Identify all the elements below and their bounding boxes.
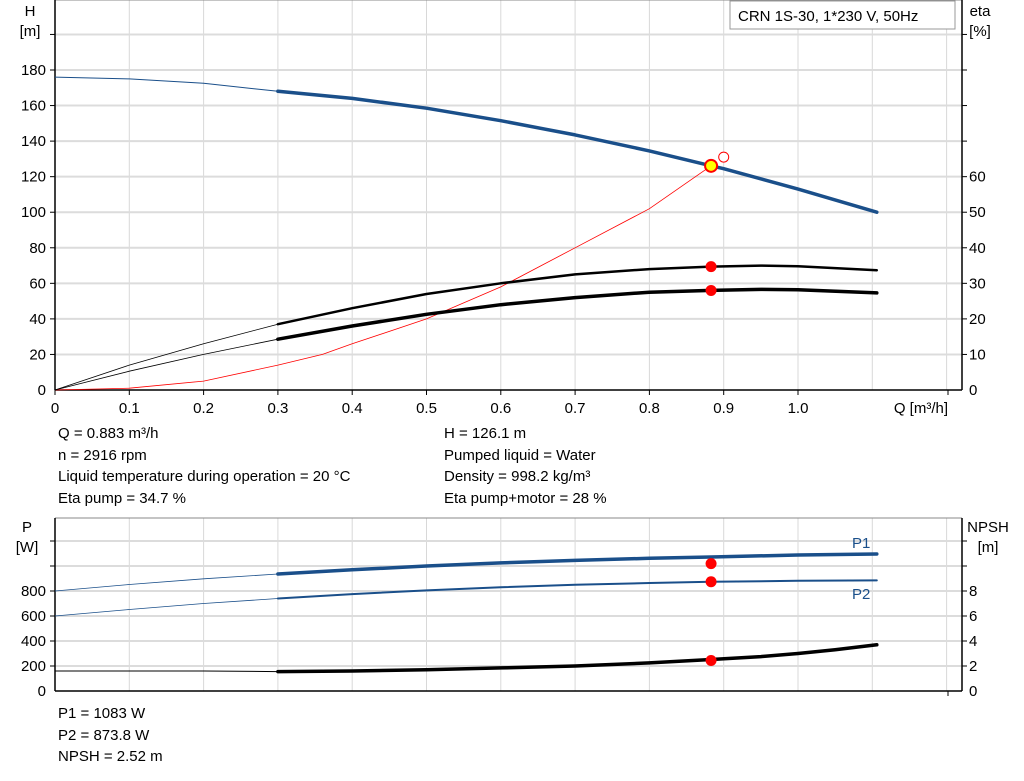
- top-chart-y-tick-label: 160: [21, 98, 46, 115]
- info-npsh: NPSH = 2.52 m: [58, 748, 163, 765]
- y-axis-unit: [m]: [20, 23, 41, 40]
- x-tick-label: 0.8: [639, 400, 660, 417]
- info-speed: n = 2916 rpm: [58, 446, 147, 464]
- x-tick-label: 0.4: [342, 400, 363, 417]
- npsh-duty-marker: [705, 655, 717, 666]
- x-tick-label: 0.6: [490, 400, 511, 417]
- system-curve: [54, 165, 712, 391]
- info-head: H = 126.1 m: [444, 425, 527, 442]
- x-tick-label: 0.5: [416, 400, 437, 417]
- top-chart-y2-tick-label: 20: [969, 311, 986, 328]
- npsh-axis-label: NPSH: [967, 519, 1009, 536]
- info-p2: P2 = 873.8 W: [58, 726, 150, 744]
- bottom-chart-y2-tick-label: 6: [969, 608, 977, 625]
- info-p1: P1 = 1083 W: [58, 705, 146, 722]
- x-axis-label: Q [m³/h]: [894, 400, 948, 417]
- eta-pump-curve: [276, 264, 879, 326]
- head-curve: [276, 89, 879, 214]
- info-bottom: P1 = 1083 W P2 = 873.8 W NPSH = 2.52 m: [58, 703, 163, 768]
- npsh-axis-unit: [m]: [978, 539, 999, 556]
- top-chart-y2-tick-label: 60: [969, 169, 986, 186]
- npsh-curve-thin: [55, 670, 278, 673]
- eta-pump-duty-marker: [705, 261, 717, 273]
- chart-title: CRN 1S-30, 1*230 V, 50Hz: [738, 8, 918, 25]
- eta-pump-motor-curve-thin: [54, 338, 278, 391]
- info-eta-pump: Eta pump = 34.7 %: [58, 489, 186, 507]
- p1-curve-thin: [54, 573, 278, 592]
- info-pumped-liquid: Pumped liquid = Water: [444, 446, 596, 464]
- info-eta-pump-motor: Eta pump+motor = 28 %: [444, 489, 607, 507]
- x-tick-label: 0.3: [267, 400, 288, 417]
- p1-duty-marker: [705, 558, 717, 570]
- head-curve-thin: [54, 76, 278, 92]
- x-tick-label: 0.2: [193, 400, 214, 417]
- top-chart-y-tick-label: 120: [21, 169, 46, 186]
- p-axis-unit: [W]: [16, 539, 39, 556]
- top-chart-y2-tick-label: 30: [969, 275, 986, 292]
- x-tick-label: 0: [51, 400, 59, 417]
- bottom-chart-y2-tick-label: 4: [969, 633, 977, 650]
- eta-pump-motor-curve: [276, 287, 879, 341]
- info-top-left: Q = 0.883 m³/h n = 2916 rpm Liquid tempe…: [58, 423, 350, 509]
- top-chart-y-tick-label: 40: [29, 311, 46, 328]
- bottom-chart-y-tick-label: 800: [21, 583, 46, 600]
- p2-curve-thin: [54, 598, 278, 617]
- p1-curve-label: P1: [852, 535, 870, 552]
- top-chart-background: [0, 0, 1024, 390]
- requested-point-marker: [718, 151, 730, 163]
- top-chart-y2-tick-label: 50: [969, 204, 986, 221]
- top-chart-y-tick-label: 80: [29, 240, 46, 257]
- top-chart-y2-tick-label: 40: [969, 240, 986, 257]
- info-density: Density = 998.2 kg/m³: [444, 468, 591, 485]
- x-tick-label: 0.1: [119, 400, 140, 417]
- y2-axis-label: eta: [970, 3, 992, 20]
- top-chart-y-tick-label: 0: [38, 382, 46, 399]
- bottom-chart-y-tick-label: 200: [21, 658, 46, 675]
- p2-duty-marker: [705, 576, 717, 588]
- top-chart-y2-tick-label: 0: [969, 382, 977, 399]
- eta-pump-curve-thin: [54, 323, 279, 391]
- x-tick-label: 0.9: [713, 400, 734, 417]
- x-tick-label: 1.0: [788, 400, 809, 417]
- info-liquid-temperature: Liquid temperature during operation = 20…: [58, 468, 351, 485]
- info-top-right: H = 126.1 m Pumped liquid = Water Densit…: [444, 423, 607, 509]
- p2-curve-label: P2: [852, 586, 870, 603]
- top-chart-y-tick-label: 60: [29, 275, 46, 292]
- x-tick-label: 0.7: [565, 400, 586, 417]
- bottom-chart-y2-tick-label: 8: [969, 583, 977, 600]
- y2-axis-unit: [%]: [969, 23, 991, 40]
- p-axis-label: P: [22, 519, 32, 536]
- bottom-chart-y-tick-label: 0: [38, 683, 46, 700]
- bottom-chart-y2-tick-label: 0: [969, 683, 977, 700]
- duty-point-marker: [704, 158, 719, 173]
- eta-pump-motor-duty-marker: [705, 284, 717, 296]
- p1-curve: [276, 552, 879, 576]
- title-box: [729, 0, 956, 30]
- bottom-chart-y2-tick-label: 2: [969, 658, 977, 675]
- npsh-curve: [276, 643, 879, 674]
- top-chart-y-tick-label: 180: [21, 62, 46, 79]
- top-chart-y-tick-label: 100: [21, 204, 46, 221]
- bottom-chart-y-tick-label: 600: [21, 608, 46, 625]
- info-flow: Q = 0.883 m³/h: [58, 425, 159, 442]
- p2-curve: [276, 579, 878, 600]
- top-chart-y-tick-label: 140: [21, 133, 46, 150]
- bottom-chart-y-tick-label: 400: [21, 633, 46, 650]
- top-chart-y2-tick-label: 10: [969, 346, 986, 363]
- y-axis-label: H: [25, 3, 36, 20]
- bottom-chart-background: [0, 518, 1024, 691]
- top-chart-y-tick-label: 20: [29, 346, 46, 363]
